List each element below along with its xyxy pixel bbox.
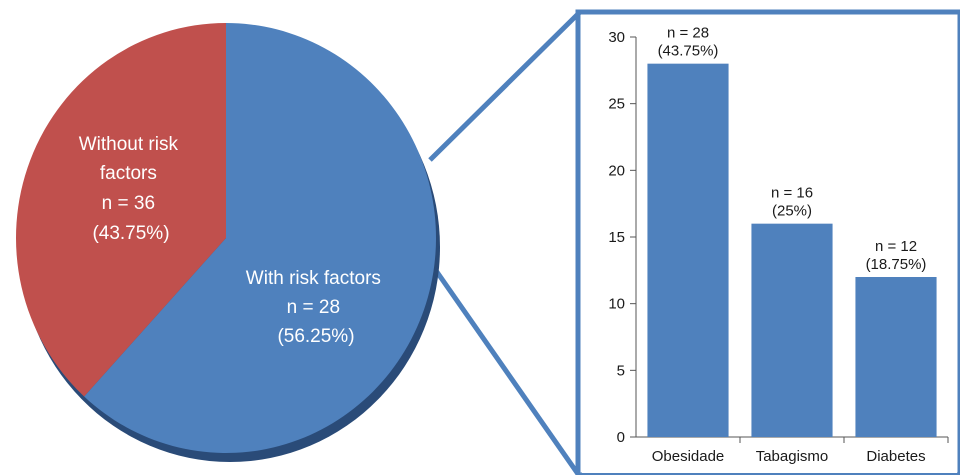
- bar-data-label-tabagismo-line-1: n = 16: [771, 185, 813, 202]
- y-tick-label: 10: [608, 296, 625, 313]
- bar-tabagismo: [751, 223, 833, 437]
- bar-data-label-obesidade-line-1: n = 28: [667, 25, 709, 42]
- y-tick-label: 25: [608, 96, 625, 113]
- y-tick-label: 0: [617, 429, 625, 446]
- pie-label-without-risk-line-2: factors: [100, 163, 157, 184]
- connector-line-top: [428, 10, 582, 162]
- x-tick-label-obesidade: Obesidade: [652, 448, 725, 465]
- bar-data-labels: n = 28(43.75%) n = 16(25%) n = 12(18.75%): [658, 25, 927, 273]
- bar-diabetes: [855, 277, 937, 437]
- pie-chart: Without risk factors n = 36 (43.75%) Wit…: [15, 23, 440, 462]
- bar-data-label-diabetes-line-2: (18.75%): [866, 256, 927, 273]
- x-tick-label-diabetes: Diabetes: [866, 448, 925, 465]
- bar-obesidade: [647, 63, 729, 438]
- bars: [647, 63, 937, 438]
- pie-label-with-risk: With risk factors n = 28 (56.25%): [246, 268, 386, 347]
- pie-label-with-risk-line-2: n = 28: [287, 297, 340, 318]
- x-axis-tick-labels: Obesidade Tabagismo Diabetes: [652, 437, 949, 465]
- x-tick-label-tabagismo: Tabagismo: [756, 448, 829, 465]
- pie-label-with-risk-line-3: (56.25%): [277, 326, 354, 347]
- y-tick-label: 15: [608, 229, 625, 246]
- y-tick-label: 30: [608, 29, 625, 46]
- connector-line-bottom: [427, 260, 581, 475]
- bar-data-label-obesidade-line-2: (43.75%): [658, 43, 719, 60]
- pie-label-without-risk-line-4: (43.75%): [92, 223, 169, 244]
- pie-label-without-risk-line-3: n = 36: [102, 193, 155, 214]
- pie-label-with-risk-line-1: With risk factors: [246, 268, 381, 289]
- y-tick-label: 5: [617, 362, 625, 379]
- connector-panel-outline: [575, 9, 960, 475]
- bar-data-label-tabagismo-line-2: (25%): [772, 203, 812, 220]
- pie-slice-without-risk-factors: [15, 23, 227, 397]
- y-axis-ticks: 0 5 10 15 20 25 30: [608, 29, 636, 446]
- bar-data-label-diabetes-line-1: n = 12: [875, 238, 917, 255]
- pie-slice-with-risk-factors: [84, 23, 437, 453]
- pie-label-without-risk: Without risk factors n = 36 (43.75%): [79, 134, 184, 244]
- pie-label-without-risk-line-1: Without risk: [79, 134, 179, 155]
- y-tick-label: 20: [608, 162, 625, 179]
